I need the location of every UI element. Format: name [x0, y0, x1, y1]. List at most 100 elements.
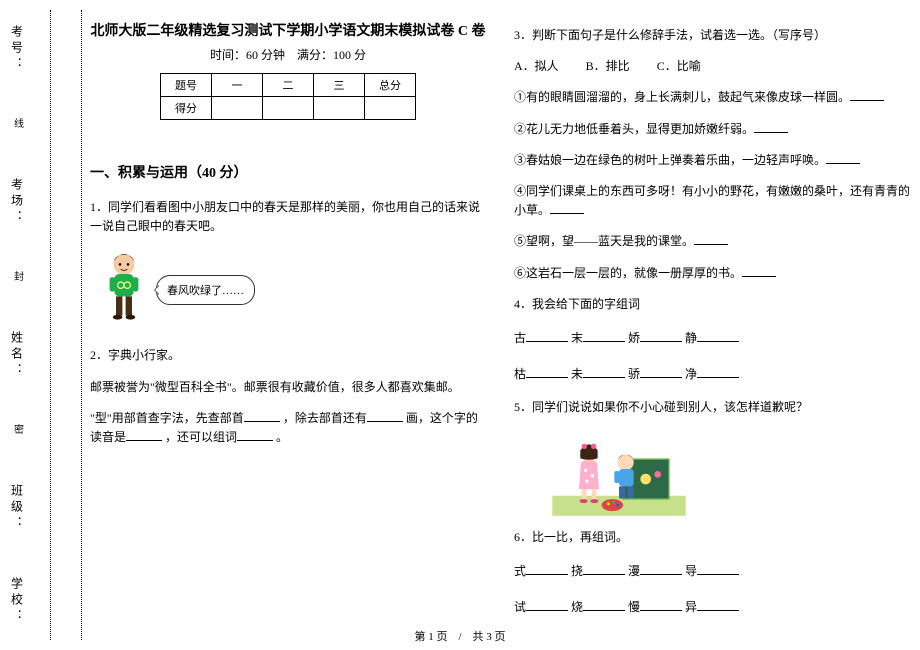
blank — [583, 365, 625, 378]
blank — [526, 329, 568, 342]
blank — [583, 562, 625, 575]
cell — [365, 97, 416, 120]
boy-icon — [100, 250, 148, 330]
char: 式 — [514, 564, 526, 578]
char: 枯 — [514, 367, 526, 381]
label-school: 学校： — [9, 577, 26, 625]
label-class: 班级： — [9, 484, 26, 532]
label-name: 姓名： — [9, 331, 26, 379]
blank — [367, 409, 403, 422]
question-2-line2: "型"用部首查字法，先查部首 ，除去部首还有 画，这个字的读音是 ，还可以组词 … — [90, 409, 486, 447]
blank — [526, 598, 568, 611]
blank — [697, 329, 739, 342]
q2e: 。 — [276, 430, 288, 444]
char: 试 — [514, 600, 526, 614]
char: 末 — [571, 331, 583, 345]
kids-illustration — [544, 429, 694, 516]
score-table: 题号 一 二 三 总分 得分 — [160, 73, 416, 120]
binding-secret: 密 — [10, 424, 25, 438]
blank — [526, 365, 568, 378]
blank — [640, 329, 682, 342]
row-label: 得分 — [161, 97, 212, 120]
q3-item: ⑤望啊，望——蓝天是我的课堂。 — [514, 232, 910, 251]
q6-row2: 试 烧 慢 异 — [514, 595, 910, 619]
exam-subtitle: 时间：60 分钟 满分：100 分 — [90, 46, 486, 63]
question-6: 6．比一比，再组词。 — [514, 528, 910, 547]
char: 静 — [685, 331, 697, 345]
question-3: 3．判断下面句子是什么修辞手法，试着选一选。（写序号） — [514, 26, 910, 45]
char: 挠 — [571, 564, 583, 578]
binding-labels: 考号： 线 考场： 封 姓名： 密 班级： 学校： — [8, 25, 26, 625]
th: 二 — [263, 74, 314, 97]
table-row: 题号 一 二 三 总分 — [161, 74, 416, 97]
question-5: 5．同学们说说如果你不小心碰到别人，该怎样道歉呢？ — [514, 398, 910, 417]
question-4: 4．我会给下面的字组词 — [514, 295, 910, 314]
left-column: 北师大版二年级精选复习测试下学期小学语文期末模拟试卷 C 卷 时间：60 分钟 … — [90, 20, 486, 625]
opt-b: B．排比 — [586, 57, 630, 76]
exam-title: 北师大版二年级精选复习测试下学期小学语文期末模拟试卷 C 卷 — [90, 20, 486, 40]
q2a: "型"用部首查字法，先查部首 — [90, 411, 244, 425]
blank — [697, 598, 739, 611]
q6-row1: 式 挠 漫 导 — [514, 559, 910, 583]
char: 净 — [685, 367, 697, 381]
label-examno: 考号： — [9, 25, 26, 73]
blank — [742, 264, 776, 277]
blank — [697, 562, 739, 575]
char: 娇 — [628, 331, 640, 345]
char: 漫 — [628, 564, 640, 578]
q3-5: ⑤望啊，望——蓝天是我的课堂。 — [514, 234, 694, 248]
q2b: ，除去部首还有 — [283, 411, 367, 425]
th: 一 — [212, 74, 263, 97]
blank — [850, 88, 884, 101]
speech-bubble: 春风吹绿了…… — [156, 275, 255, 305]
char: 慢 — [628, 600, 640, 614]
q4-row2: 枯 未 骄 净 — [514, 362, 910, 386]
char: 古 — [514, 331, 526, 345]
time-label: 时间：60 分钟 — [210, 48, 285, 62]
binding-line: 线 — [10, 118, 25, 132]
q3-item: ①有的眼睛圆溜溜的，身上长满刺儿，鼓起气来像皮球一样圆。 — [514, 88, 910, 107]
blank — [694, 232, 728, 245]
char: 异 — [685, 600, 697, 614]
q3-item: ②花儿无力地低垂着头，显得更加娇嫩纤弱。 — [514, 120, 910, 139]
question-3-options: A．拟人 B．排比 C．比喻 — [514, 57, 910, 76]
blank — [754, 120, 788, 133]
question-2-title: 2．字典小行家。 — [90, 346, 486, 365]
q4-row1: 古 末 娇 静 — [514, 326, 910, 350]
q3-2: ②花儿无力地低垂着头，显得更加娇嫩纤弱。 — [514, 122, 754, 136]
q3-item: ⑥这岩石一层一层的，就像一册厚厚的书。 — [514, 264, 910, 283]
q3-3: ③春姑娘一边在绿色的树叶上弹奏着乐曲，一边轻声呼唤。 — [514, 153, 826, 167]
th: 题号 — [161, 74, 212, 97]
blank — [640, 365, 682, 378]
blank — [550, 201, 584, 214]
opt-a: A．拟人 — [514, 57, 559, 76]
q2d: ，还可以组词 — [165, 430, 237, 444]
th: 三 — [314, 74, 365, 97]
right-column: 3．判断下面句子是什么修辞手法，试着选一选。（写序号） A．拟人 B．排比 C．… — [514, 20, 910, 625]
q3-6: ⑥这岩石一层一层的，就像一册厚厚的书。 — [514, 266, 742, 280]
full-label: 满分：100 分 — [297, 48, 366, 62]
cell — [314, 97, 365, 120]
question-2-line1: 邮票被誉为"微型百科全书"。邮票很有收藏价值，很多人都喜欢集邮。 — [90, 378, 486, 397]
section1-title: 一、积累与运用（40 分） — [90, 162, 486, 182]
blank — [826, 151, 860, 164]
q3-item: ④同学们课桌上的东西可多呀！有小小的野花，有嫩嫩的桑叶，还有青青的小草。 — [514, 182, 910, 220]
cell — [212, 97, 263, 120]
opt-c: C．比喻 — [657, 57, 701, 76]
cell — [263, 97, 314, 120]
char: 未 — [571, 367, 583, 381]
th: 总分 — [365, 74, 416, 97]
blank — [526, 562, 568, 575]
table-row: 得分 — [161, 97, 416, 120]
page-footer: 第 1 页 / 共 3 页 — [0, 628, 920, 644]
q3-1: ①有的眼睛圆溜溜的，身上长满刺儿，鼓起气来像皮球一样圆。 — [514, 90, 850, 104]
blank — [583, 598, 625, 611]
char: 烧 — [571, 600, 583, 614]
blank — [697, 365, 739, 378]
blank — [126, 428, 162, 441]
blank — [640, 598, 682, 611]
blank — [640, 562, 682, 575]
blank — [583, 329, 625, 342]
q3-item: ③春姑娘一边在绿色的树叶上弹奏着乐曲，一边轻声呼唤。 — [514, 151, 910, 170]
q1-illustration: 春风吹绿了…… — [100, 250, 486, 330]
